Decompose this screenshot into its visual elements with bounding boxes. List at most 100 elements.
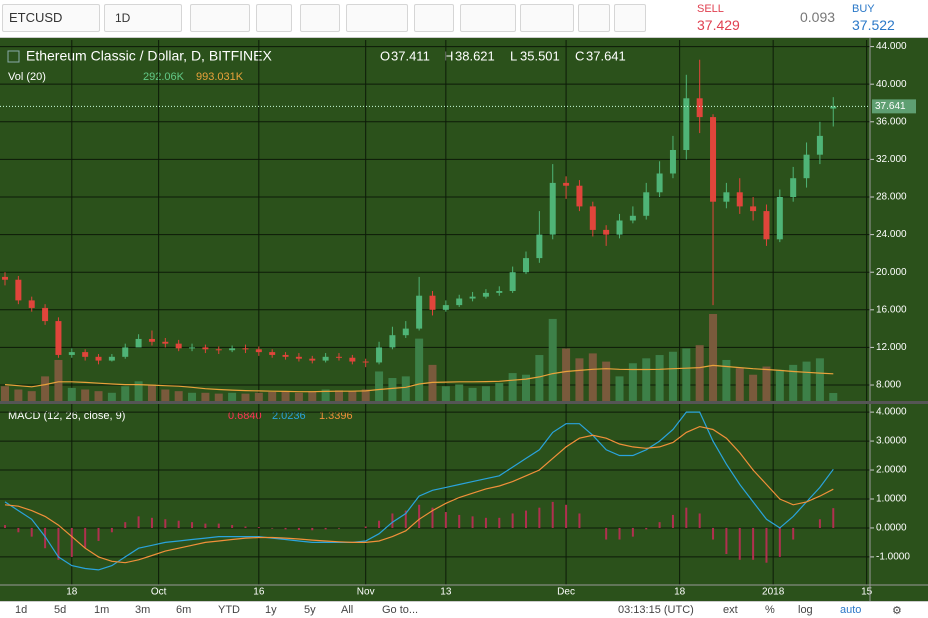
macd-histogram-bar xyxy=(498,517,501,528)
range-button[interactable]: 5y xyxy=(304,604,316,616)
macd-histogram-bar xyxy=(284,527,287,530)
volume-bar xyxy=(815,358,824,401)
bottom-bar: 1d 5d 1m 3m 6m YTD 1y 5y All Go to... 03… xyxy=(0,601,928,618)
candle-body xyxy=(589,206,596,230)
macd-histogram-bar xyxy=(324,527,327,530)
macd-histogram-bar xyxy=(778,527,781,557)
macd-histogram-bar xyxy=(70,527,73,557)
buy-price[interactable]: 37.522 xyxy=(852,17,895,33)
range-button[interactable]: 6m xyxy=(176,604,192,616)
macd-histogram-bar xyxy=(444,512,447,528)
candle-body xyxy=(269,352,276,355)
candle-body xyxy=(416,295,423,329)
volume-bar xyxy=(334,390,343,401)
theme-button[interactable] xyxy=(460,4,516,32)
candle-body xyxy=(643,192,650,216)
candle-body xyxy=(763,211,770,240)
goto-button[interactable]: Go to... xyxy=(382,604,419,616)
y-tick-label: 8.000 xyxy=(876,380,901,391)
fullscreen-button[interactable] xyxy=(578,4,610,32)
option-toggle[interactable]: ext xyxy=(723,604,738,616)
range-button[interactable]: 5d xyxy=(54,604,67,616)
candle-body xyxy=(563,182,570,186)
interval-select[interactable]: 1D xyxy=(104,4,182,32)
macd-histogram-bar xyxy=(164,519,167,528)
macd-histogram-bar xyxy=(4,525,7,528)
macd-histogram-bar xyxy=(605,527,608,540)
volume-bar xyxy=(441,386,450,401)
indicators-button[interactable] xyxy=(346,4,408,32)
option-toggle[interactable]: % xyxy=(765,604,775,616)
macd-histogram-bar xyxy=(191,522,194,528)
macd-histogram-bar xyxy=(618,527,621,540)
macd-histogram-bar xyxy=(578,513,581,528)
symbol-search[interactable]: ETCUSD xyxy=(2,4,100,32)
macd-histogram-bar xyxy=(217,523,220,528)
range-button[interactable]: 1m xyxy=(94,604,110,616)
settings-icon[interactable]: ⚙ xyxy=(892,605,902,617)
x-tick-label: 15 xyxy=(861,587,873,598)
chart-style-button[interactable] xyxy=(190,4,250,32)
macd-histogram-bar xyxy=(484,517,487,528)
legend-value: 35.501 xyxy=(520,48,560,63)
volume-bar xyxy=(161,389,170,401)
volume-bar xyxy=(522,374,531,401)
option-toggle[interactable]: log xyxy=(798,604,813,616)
legend-letter: H xyxy=(444,48,453,63)
range-button[interactable]: All xyxy=(341,604,354,616)
volume-bar xyxy=(735,368,744,401)
macd-histogram-bar xyxy=(658,522,661,528)
candle-body xyxy=(175,343,182,349)
compare-button[interactable] xyxy=(300,4,340,32)
macd-histogram-bar xyxy=(137,516,140,528)
volume-bar xyxy=(628,363,637,401)
volume-bar xyxy=(615,376,624,401)
volume-bar xyxy=(121,386,130,401)
candle-body xyxy=(816,135,823,155)
candle-body xyxy=(335,356,342,358)
range-button[interactable]: 1d xyxy=(15,604,28,616)
replay-button[interactable] xyxy=(614,4,646,32)
volume-bar xyxy=(468,387,477,401)
volume-bar xyxy=(829,393,838,401)
legend-value: 38.621 xyxy=(455,48,495,63)
candle-body xyxy=(456,298,463,306)
volume-bar xyxy=(147,384,156,401)
y-tick-label: 16.000 xyxy=(876,304,907,315)
macd-histogram-bar xyxy=(565,504,568,528)
sell-label[interactable]: SELL xyxy=(697,3,724,15)
sell-price[interactable]: 37.429 xyxy=(697,17,740,33)
undo-redo[interactable] xyxy=(520,4,574,32)
volume-bar xyxy=(174,391,183,401)
macd-histogram-bar xyxy=(645,527,648,530)
volume-bar xyxy=(775,369,784,401)
candle-body xyxy=(429,295,436,310)
range-button[interactable]: 1y xyxy=(265,604,277,616)
legend-letter: C xyxy=(575,48,584,63)
volume-bar xyxy=(281,391,290,401)
y-tick-label: 0.0000 xyxy=(876,523,907,534)
macd-histogram-bar xyxy=(364,526,367,528)
macd-histogram-bar xyxy=(337,527,340,529)
settings-button[interactable] xyxy=(256,4,292,32)
buy-label[interactable]: BUY xyxy=(852,3,875,15)
candle-body xyxy=(82,352,89,357)
candle-body xyxy=(148,338,155,342)
collapse-icon[interactable] xyxy=(7,50,20,63)
macd-histogram-bar xyxy=(97,527,100,541)
macd-histogram-bar xyxy=(177,520,180,528)
range-button[interactable]: YTD xyxy=(218,604,240,616)
signal-line xyxy=(4,425,834,564)
candle-body xyxy=(68,352,75,355)
candle-body xyxy=(830,106,837,109)
range-button[interactable]: 3m xyxy=(135,604,151,616)
candle-body xyxy=(790,178,797,197)
alert-button[interactable] xyxy=(414,4,454,32)
legend-letter: O xyxy=(380,48,390,63)
option-toggle[interactable]: auto xyxy=(840,604,862,616)
volume-bar xyxy=(481,386,490,401)
volume-bar xyxy=(722,359,731,401)
candle-body xyxy=(536,234,543,259)
y-tick-label: 3.0000 xyxy=(876,436,907,447)
candle-body xyxy=(683,98,690,150)
